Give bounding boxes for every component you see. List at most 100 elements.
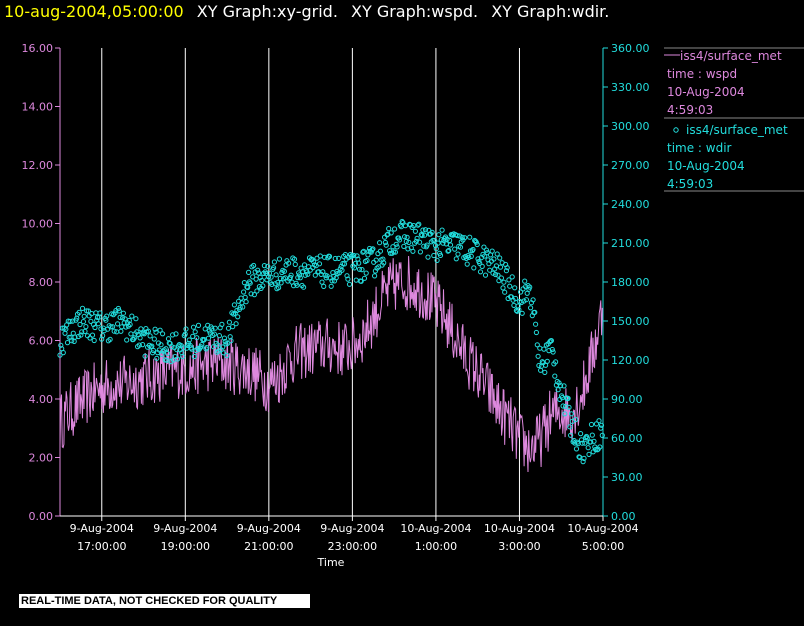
- wdir-point: [437, 252, 444, 258]
- wdir-point: [497, 255, 503, 261]
- wdir-point: [256, 270, 262, 276]
- wdir-point: [80, 319, 87, 325]
- right-tick-label: 270.00: [611, 159, 650, 172]
- wdir-point: [467, 234, 473, 240]
- wdir-point: [538, 367, 544, 373]
- wdir-point: [353, 277, 359, 283]
- wdir-point: [326, 253, 333, 259]
- wdir-point: [190, 333, 196, 339]
- wdir-point: [276, 256, 282, 262]
- wdir-point: [498, 275, 504, 281]
- wdir-point: [216, 333, 222, 339]
- wdir-point: [286, 260, 292, 266]
- wdir-point: [400, 220, 406, 226]
- wdir-point: [84, 308, 90, 314]
- wdir-point: [271, 259, 277, 265]
- wdir-point: [424, 242, 430, 248]
- wdir-point: [133, 316, 139, 322]
- wdir-point: [259, 277, 265, 284]
- wdir-point: [370, 246, 376, 252]
- wdir-point: [79, 305, 86, 311]
- wdir-point: [578, 431, 584, 437]
- wdir-point: [591, 438, 597, 444]
- wdir-point: [118, 328, 124, 334]
- wdir-point: [481, 244, 487, 250]
- wdir-point: [464, 261, 470, 267]
- wdir-point: [209, 326, 215, 332]
- wdir-point: [112, 310, 118, 316]
- wdir-point: [225, 325, 232, 331]
- wdir-point: [383, 242, 389, 248]
- wdir-point: [220, 350, 227, 356]
- wdir-point: [394, 244, 400, 250]
- wdir-point: [220, 344, 226, 350]
- wdir-point: [377, 248, 383, 254]
- wdir-point: [358, 278, 364, 284]
- wdir-point: [560, 403, 566, 409]
- wdir-point: [401, 243, 407, 249]
- wdir-point: [388, 230, 394, 236]
- right-tick-label: 210.00: [611, 237, 650, 250]
- wdir-point: [243, 299, 249, 305]
- wdir-point: [352, 260, 358, 266]
- wdir-point: [578, 437, 585, 443]
- wdir-point: [305, 271, 311, 277]
- wdir-point: [413, 238, 419, 244]
- wdir-point: [359, 267, 365, 273]
- legend-wspd-text: 4:59:03: [667, 103, 713, 117]
- wdir-point: [221, 335, 227, 341]
- wdir-point: [151, 336, 157, 342]
- right-tick-label: 120.00: [611, 354, 650, 367]
- wdir-point: [120, 310, 127, 316]
- wdir-point: [120, 315, 126, 321]
- wdir-point: [419, 232, 425, 239]
- wdir-point: [513, 307, 520, 314]
- wdir-point: [77, 321, 83, 328]
- series-wspd: [59, 255, 603, 473]
- wdir-point: [85, 308, 92, 314]
- wdir-point: [169, 344, 175, 350]
- wdir-point: [544, 358, 550, 364]
- wdir-point: [562, 411, 568, 417]
- wdir-point: [276, 285, 282, 291]
- left-tick-label: 0.00: [29, 510, 54, 523]
- wdir-point: [479, 263, 485, 269]
- wdir-point: [157, 327, 163, 333]
- wdir-point: [434, 257, 440, 263]
- wdir-point: [192, 329, 198, 335]
- wdir-point: [82, 328, 88, 334]
- wdir-point: [312, 272, 318, 278]
- wdir-point: [558, 383, 564, 389]
- wdir-point: [316, 261, 323, 267]
- wdir-point: [418, 232, 424, 238]
- legend-wdir-text: iss4/surface_met: [686, 123, 788, 137]
- x-tick-label-date: 10-Aug-2004: [567, 522, 638, 535]
- wdir-point: [288, 272, 294, 278]
- graph-title-grid: XY Graph:xy-grid.: [196, 2, 338, 21]
- left-tick-label: 2.00: [29, 452, 54, 465]
- wdir-point: [372, 273, 378, 279]
- wdir-point: [433, 246, 439, 252]
- wdir-point: [432, 237, 438, 244]
- wdir-point: [586, 451, 592, 457]
- legend-wdir-text: 4:59:03: [667, 177, 713, 191]
- wdir-point: [79, 329, 85, 335]
- wdir-point: [496, 278, 502, 284]
- wdir-point: [64, 340, 71, 346]
- wdir-point: [381, 260, 387, 266]
- quality-note: REAL-TIME DATA, NOT CHECKED FOR QUALITY: [19, 594, 310, 608]
- legend-wspd-text: 10-Aug-2004: [667, 85, 745, 99]
- wdir-point: [153, 329, 159, 335]
- wdir-point: [431, 252, 437, 259]
- wdir-point: [528, 305, 534, 311]
- wdir-point: [59, 325, 66, 331]
- wdir-point: [265, 263, 271, 269]
- wdir-point: [491, 256, 497, 262]
- wdir-point: [210, 344, 217, 350]
- wdir-point: [417, 239, 423, 245]
- wdir-point: [598, 422, 605, 428]
- wdir-point: [183, 326, 189, 332]
- wdir-point: [468, 253, 474, 259]
- wdir-point: [281, 268, 287, 274]
- wdir-point: [341, 261, 348, 267]
